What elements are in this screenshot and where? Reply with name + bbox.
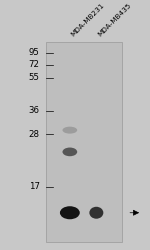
Ellipse shape (60, 206, 80, 219)
Ellipse shape (89, 207, 103, 219)
Ellipse shape (63, 148, 77, 156)
Text: 72: 72 (29, 60, 40, 70)
Text: 55: 55 (29, 74, 40, 82)
Text: 36: 36 (29, 106, 40, 115)
Text: MDA-MB435: MDA-MB435 (96, 2, 132, 38)
Ellipse shape (63, 127, 77, 134)
Bar (46, 42, 122, 242)
Text: 28: 28 (29, 130, 40, 139)
Text: 17: 17 (29, 182, 40, 191)
Text: MDA-MB231: MDA-MB231 (70, 2, 105, 38)
Text: 95: 95 (29, 48, 40, 58)
